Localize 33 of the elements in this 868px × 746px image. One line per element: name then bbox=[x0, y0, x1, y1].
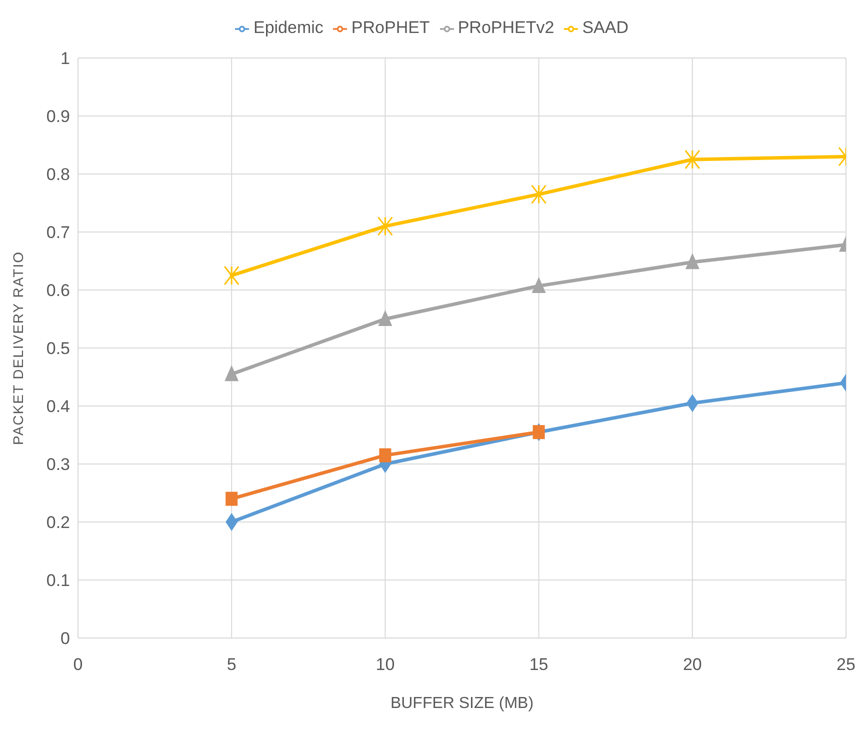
y-tick-label: 0.2 bbox=[46, 513, 70, 532]
y-tick-label: 0.4 bbox=[46, 397, 70, 416]
y-tick-label: 0.1 bbox=[46, 571, 70, 590]
point bbox=[377, 216, 393, 236]
y-tick-label: 0.5 bbox=[46, 339, 70, 358]
point bbox=[685, 253, 700, 270]
point bbox=[224, 266, 240, 286]
point bbox=[684, 150, 700, 170]
x-tick-label: 10 bbox=[376, 655, 395, 674]
x-tick-label: 0 bbox=[73, 655, 83, 674]
y-tick-label: 0.3 bbox=[46, 455, 70, 474]
point bbox=[532, 276, 546, 293]
y-tick-label: 0.7 bbox=[46, 223, 70, 242]
legend-label: PRoPHETv2 bbox=[458, 18, 554, 37]
point bbox=[379, 448, 392, 462]
x-tick-label: 20 bbox=[682, 655, 702, 674]
point bbox=[224, 365, 239, 382]
y-tick-label: 0.6 bbox=[46, 281, 70, 300]
y-tick-label: 0 bbox=[60, 629, 70, 648]
x-axis-title: BUFFER SIZE (MB) bbox=[390, 695, 534, 712]
point bbox=[226, 492, 238, 506]
legend-label: Epidemic bbox=[253, 18, 324, 37]
y-tick-label: 0.9 bbox=[46, 107, 70, 126]
x-tick-label: 5 bbox=[226, 655, 236, 674]
x-tick-label: 15 bbox=[529, 655, 548, 674]
legend-label: PRoPHET bbox=[351, 18, 430, 37]
point bbox=[531, 184, 547, 204]
point bbox=[378, 310, 392, 326]
y-axis-title: PACKET DELIVERY RATIO bbox=[10, 251, 26, 445]
legend-label: SAAD bbox=[582, 18, 628, 37]
y-tick-label: 1 bbox=[60, 49, 70, 68]
x-tick-label: 25 bbox=[836, 655, 856, 674]
y-tick-label: 0.8 bbox=[46, 165, 70, 184]
